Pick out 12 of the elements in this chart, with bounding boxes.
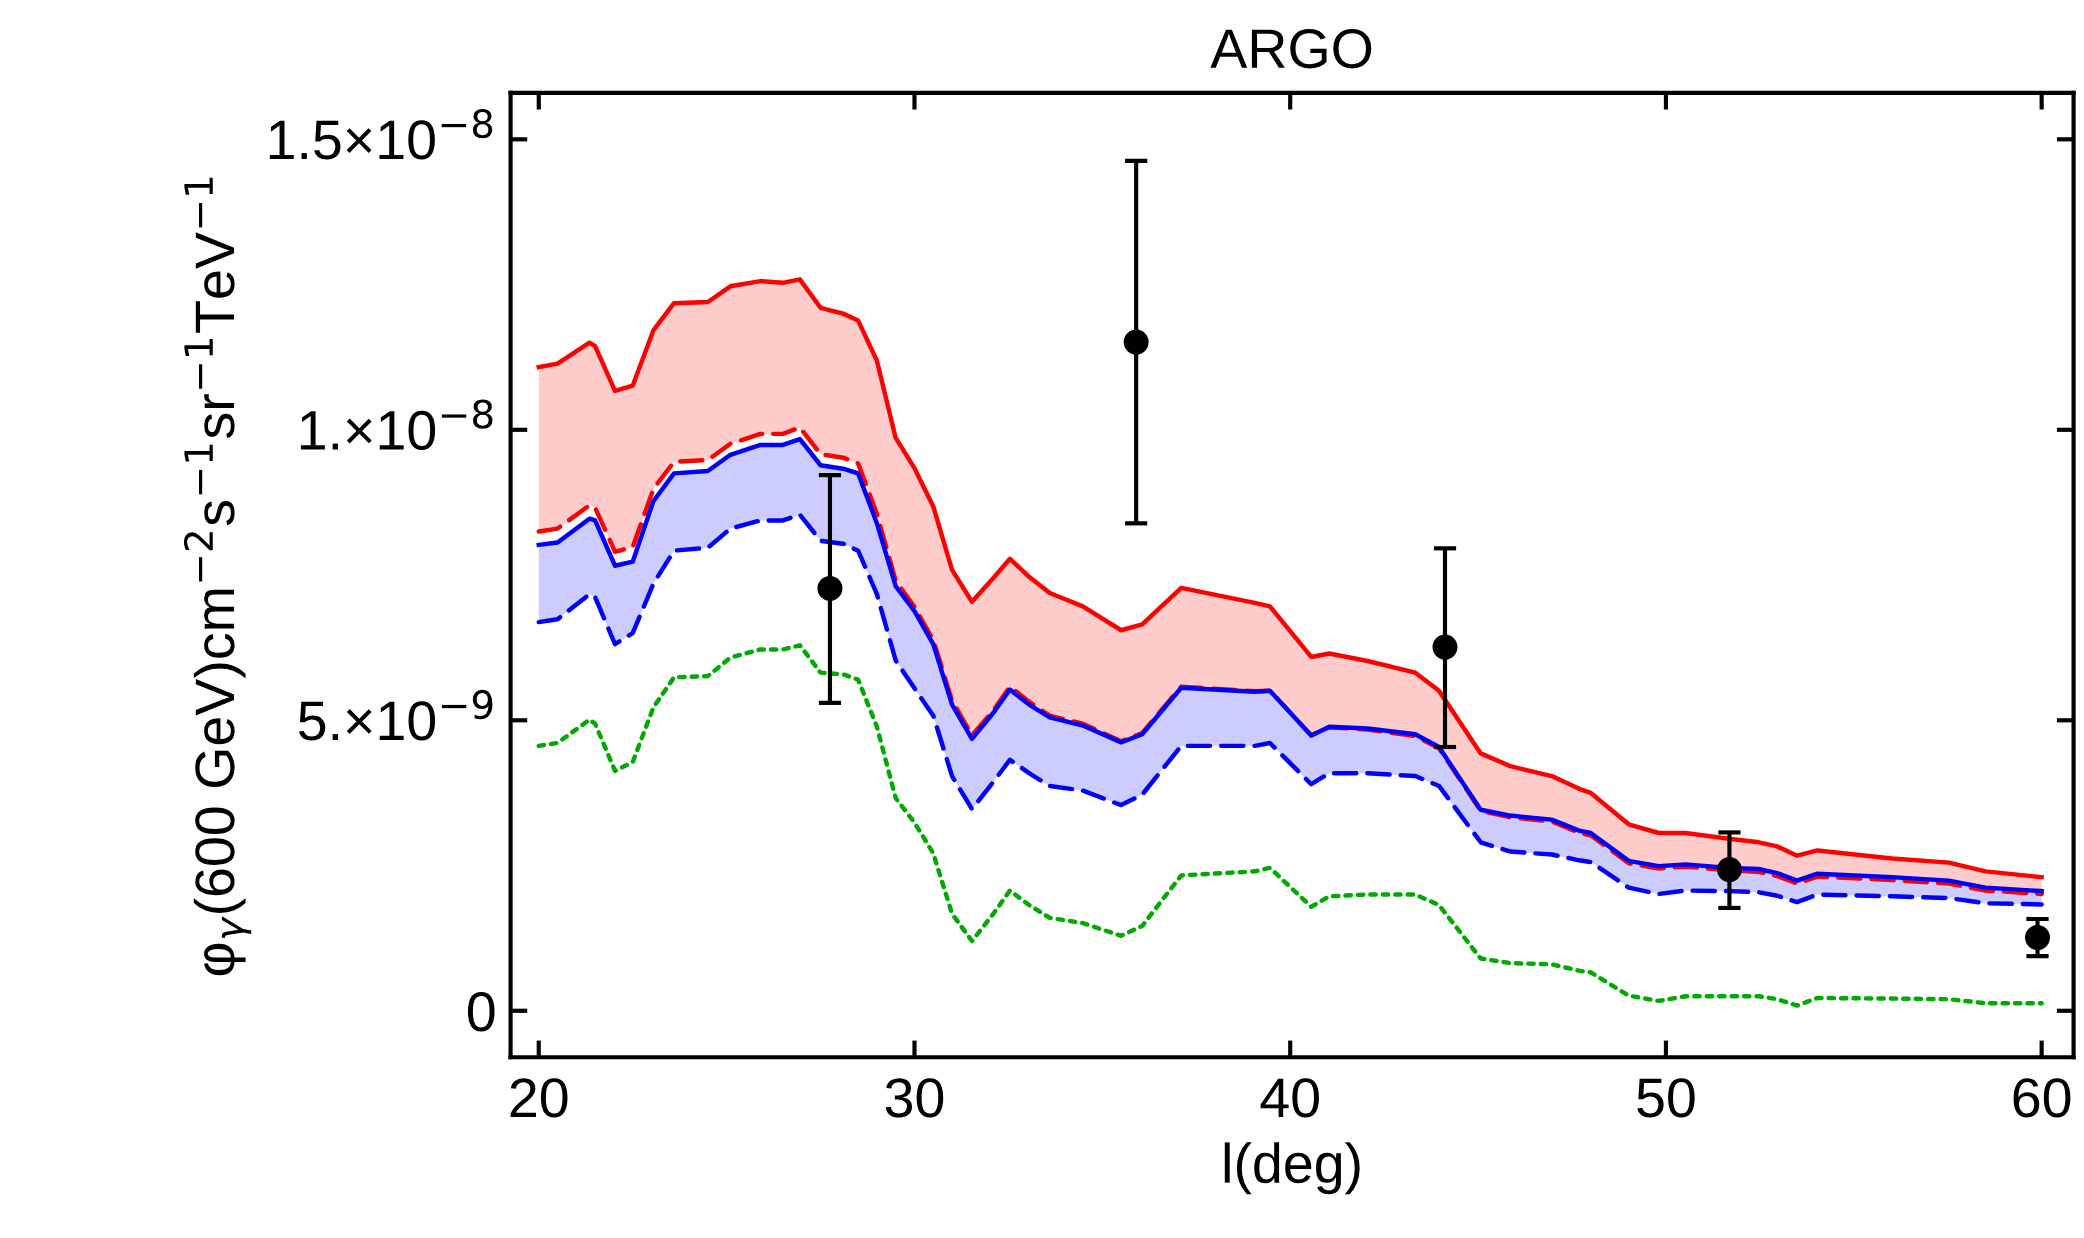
y-tick-label: 1.5×10$^{−8}$ [269,108,493,160]
x-tick-label: 30 [885,1078,944,1118]
x-axis-title: l(deg) [1224,1142,1360,1195]
x-tick-label: 60 [2013,1078,2071,1118]
x-tick-label: 50 [1637,1078,1695,1118]
y-tick-label: 1.×10$^{−8}$ [300,399,493,451]
y-tick-label: 5.×10$^{−9}$ [298,689,493,741]
x-tick-label: 40 [1260,1078,1319,1118]
text: φ$_{γ}$(600 GeV)cm$^{−2}$s$^{−1}$sr$^{−1}$TeV$^{−1}$ [183,177,252,976]
x-tick-label: 20 [510,1078,568,1118]
y-tick-label: 0 [467,992,495,1032]
chart-title: ARGO [1210,29,1372,69]
